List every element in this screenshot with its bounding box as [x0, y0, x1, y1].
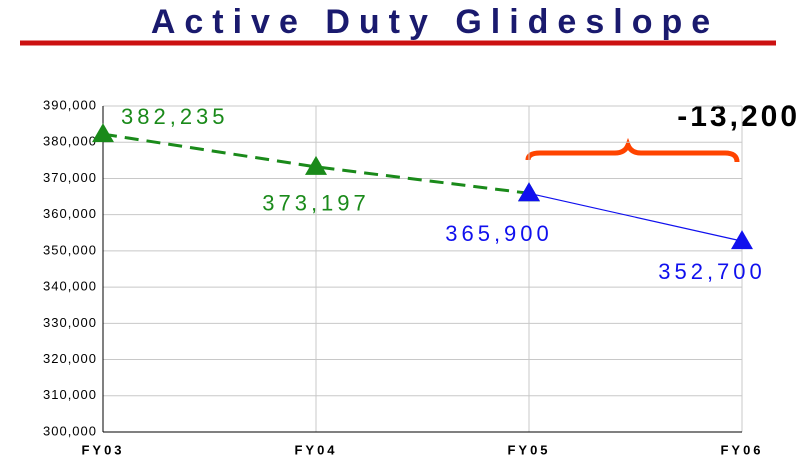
series-line [528, 192, 743, 242]
annotation: -13,200 [677, 100, 800, 133]
y-tick-label: 350,000 [43, 242, 97, 257]
marker [518, 182, 540, 202]
y-tick-label: 390,000 [43, 97, 97, 112]
brace [525, 137, 740, 163]
x-tick-label: FY03 [81, 442, 124, 457]
y-tick-label: 320,000 [43, 351, 97, 366]
data-label: 352,700 [658, 259, 766, 284]
data-label: 373,197 [262, 191, 370, 216]
y-tick-label: 370,000 [43, 170, 97, 185]
y-tick-label: 360,000 [43, 206, 97, 221]
x-tick-label: FY06 [720, 442, 763, 457]
y-tick-label: 340,000 [43, 279, 97, 294]
marker [731, 230, 753, 250]
y-tick-label: 300,000 [43, 423, 97, 438]
chart-title: Active Duty Glideslope [151, 3, 719, 41]
marker [305, 155, 327, 175]
y-tick-label: 380,000 [43, 134, 97, 149]
y-tick-label: 310,000 [43, 387, 97, 402]
data-label: 365,900 [445, 221, 553, 246]
y-tick-label: 330,000 [43, 315, 97, 330]
series-line [102, 132, 530, 195]
data-label: 382,235 [121, 104, 229, 129]
marker [92, 123, 114, 143]
x-tick-label: FY05 [507, 442, 550, 457]
x-tick-label: FY04 [294, 442, 337, 457]
